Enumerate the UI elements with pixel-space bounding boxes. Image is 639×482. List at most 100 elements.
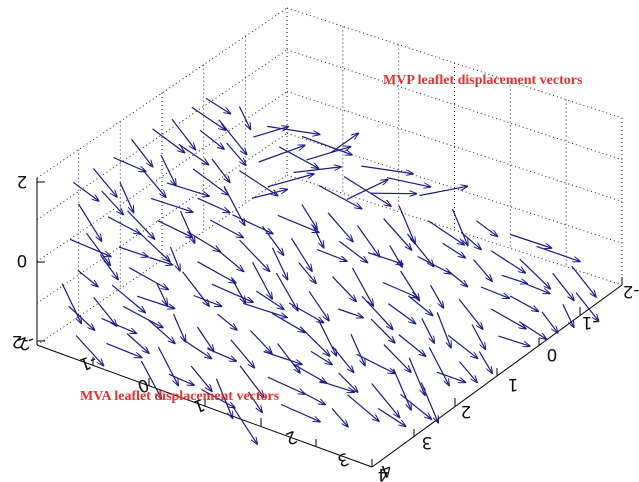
displacement-vector [501,274,527,283]
displacement-vector [75,335,103,366]
displacement-vector [142,169,166,197]
displacement-vector [119,182,134,213]
displacement-vector [536,245,580,261]
displacement-vector [190,365,212,391]
displacement-vector [510,233,552,249]
z-tick-label: -2 [12,331,29,351]
displacement-vector [92,168,116,197]
right-tick-label: 1 [508,374,519,394]
displacement-vector [113,156,145,172]
displacement-vector [277,343,300,373]
displacement-vector [308,290,329,320]
displacement-vector [480,286,509,298]
displacement-vector [436,312,451,347]
displacement-vector [361,165,412,174]
displacement-vector [253,127,288,138]
displacement-vector [101,190,123,214]
displacement-vector [350,333,365,365]
displacement-vector [346,180,388,200]
displacement-vector [101,317,137,333]
displacement-vector [211,283,253,302]
axes-box [36,178,623,468]
displacement-vector [361,295,393,329]
displacement-vector [131,139,153,166]
displacement-vector [106,342,141,357]
displacement-vector [127,210,155,239]
displacement-vector [258,145,305,163]
displacement-vector [192,168,228,195]
displacement-vector [187,231,220,252]
displacement-vector [239,170,277,196]
displacement-vector [232,214,273,234]
displacement-vector [417,255,451,274]
displacement-vector [478,351,492,373]
displacement-vector [150,197,193,212]
displacement-vector [239,239,270,271]
displacement-vector [509,295,538,311]
displacement-vector [476,220,497,237]
displacement-vector [271,312,304,332]
right-tick-label: 0 [547,344,558,364]
displacement-vector [367,252,403,265]
displacement-vector [136,295,174,308]
displacement-vector [387,303,415,324]
displacement-vector [252,189,287,199]
displacement-vector [256,290,283,309]
displacement-vector [442,242,465,258]
displacement-vector [182,271,209,306]
displacement-vector [427,220,464,245]
mvp-annotation: MVP leaflet displacement vectors [383,73,583,88]
displacement-vector [473,259,493,282]
displacement-vector [330,133,358,154]
displacement-vector [370,318,395,343]
wall-grid-line [36,49,288,221]
displacement-vector [306,147,351,161]
displacement-vector [271,247,287,280]
displacement-vector [398,205,415,244]
displacement-vector [447,270,467,287]
left-tick-label: 3 [334,448,351,470]
displacement-vector [332,276,357,302]
floor-back-edge [286,174,623,286]
displacement-vector [157,346,178,385]
displacement-vector [191,106,226,130]
displacement-vector [107,216,140,234]
z-tick-label: 0 [17,250,28,270]
displacement-vector [248,391,263,412]
displacement-vector [201,388,234,408]
displacement-vector [408,295,432,316]
displacement-vector [331,408,348,427]
displacement-vector [301,135,352,154]
displacement-vector [171,118,195,149]
displacement-vector [217,250,243,272]
displacement-vector [232,405,258,444]
displacement-vector [207,348,236,361]
displacement-vector [129,267,168,290]
displacement-vector [157,220,193,238]
displacement-vector [436,371,465,382]
right-tick-label: 3 [422,432,433,452]
displacement-vector [428,347,449,385]
displacement-vector [211,158,230,182]
displacement-vector [419,186,467,197]
displacement-vector [68,305,95,330]
displacement-vector [226,142,246,165]
displacement-vector [429,284,444,308]
displacement-vector [122,305,163,327]
displacement-vector [231,278,246,303]
displacement-vector [275,272,297,311]
displacement-vector [518,321,546,340]
left-tick-label: -2 [15,330,38,355]
displacement-vectors [61,97,598,444]
displacement-vector [347,394,379,421]
right-tick-label: 4 [378,464,389,482]
displacement-vector [356,225,379,257]
displacement-vector [408,357,425,395]
displacement-vector [298,262,316,284]
displacement-vector [277,214,319,232]
displacement-vector [280,403,320,422]
displacement-vector [290,237,312,271]
displacement-vector [93,297,117,326]
displacement-vector [552,272,574,300]
displacement-vector [310,350,332,364]
